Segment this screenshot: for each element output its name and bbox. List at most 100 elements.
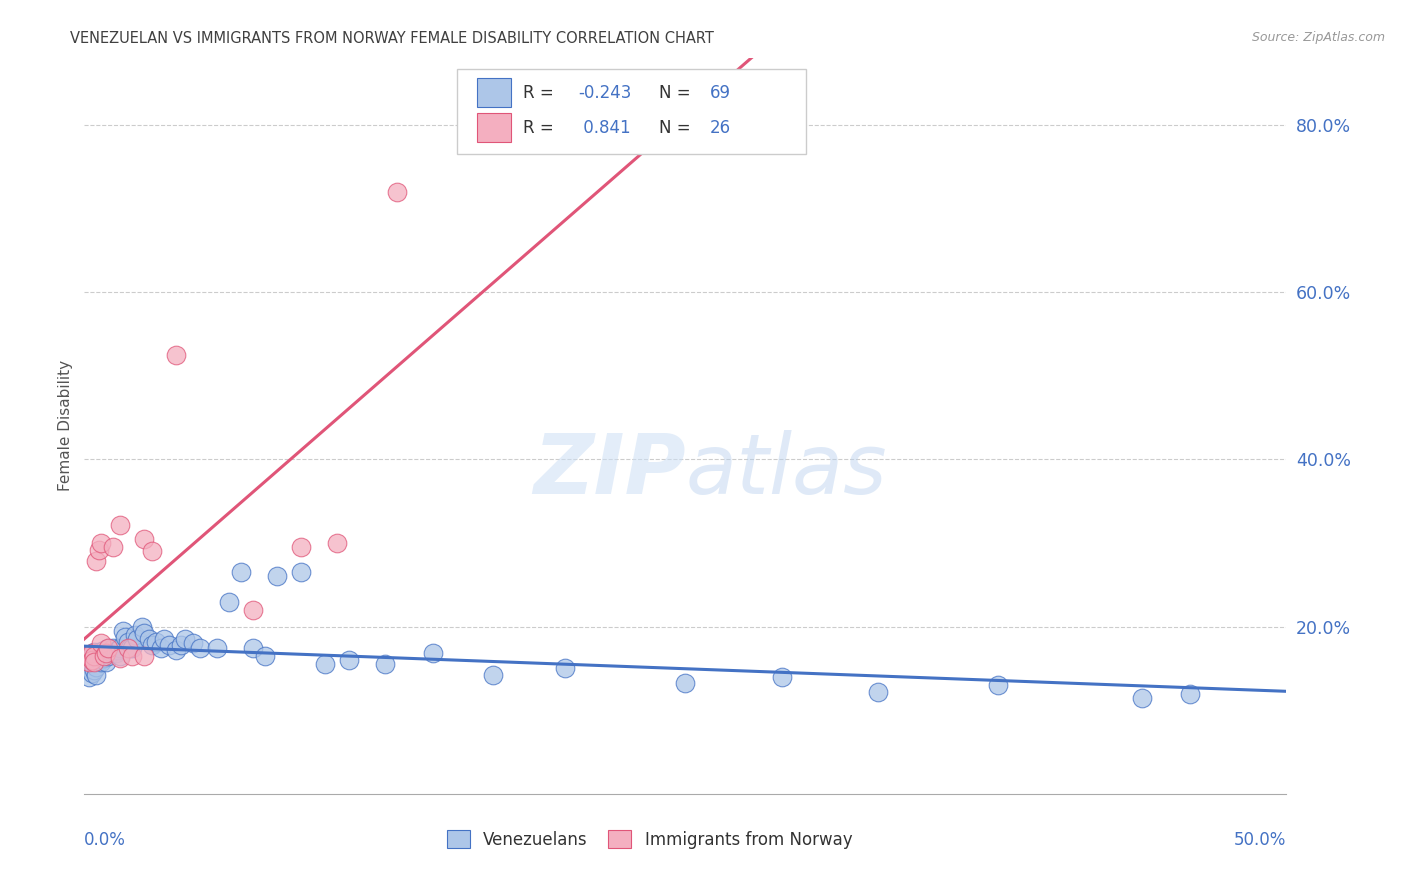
Text: R =: R = <box>523 84 560 102</box>
Point <box>76 648 98 663</box>
Point <box>121 640 143 655</box>
Point <box>337 653 360 667</box>
Point <box>134 626 156 640</box>
Point <box>374 657 396 672</box>
Point <box>77 653 100 667</box>
Point <box>103 640 125 655</box>
Point <box>121 648 143 663</box>
Point <box>150 640 173 655</box>
Point <box>110 517 132 532</box>
Point <box>266 569 288 583</box>
Point <box>86 554 108 568</box>
Point <box>90 655 112 669</box>
Point <box>141 638 163 652</box>
Point <box>157 638 180 652</box>
Point <box>422 646 444 660</box>
Y-axis label: Female Disability: Female Disability <box>58 360 73 491</box>
Point <box>134 532 156 546</box>
Text: ZIP: ZIP <box>533 430 686 510</box>
Point <box>134 648 156 663</box>
Point <box>326 536 349 550</box>
FancyBboxPatch shape <box>478 112 512 142</box>
Point <box>83 645 105 659</box>
Point <box>253 648 276 663</box>
Point <box>110 640 132 655</box>
Point <box>83 655 105 669</box>
Point <box>76 657 98 672</box>
Point <box>86 668 108 682</box>
Point <box>94 646 117 660</box>
Point <box>314 657 336 672</box>
Point <box>117 634 139 648</box>
Point <box>181 636 204 650</box>
Point <box>80 653 103 667</box>
Point <box>80 665 103 680</box>
Point <box>290 566 312 580</box>
Point <box>385 185 408 199</box>
Text: atlas: atlas <box>686 430 887 510</box>
Point <box>145 634 167 648</box>
Text: 0.0%: 0.0% <box>84 830 127 848</box>
Legend: Venezuelans, Immigrants from Norway: Venezuelans, Immigrants from Norway <box>440 823 859 855</box>
Point <box>987 678 1010 692</box>
Point <box>127 632 149 647</box>
Point <box>110 651 132 665</box>
Text: 26: 26 <box>710 120 731 137</box>
Text: VENEZUELAN VS IMMIGRANTS FROM NORWAY FEMALE DISABILITY CORRELATION CHART: VENEZUELAN VS IMMIGRANTS FROM NORWAY FEM… <box>70 31 714 46</box>
Point <box>94 646 117 660</box>
FancyBboxPatch shape <box>457 69 806 153</box>
Point <box>87 653 110 667</box>
Point <box>131 619 153 633</box>
Point <box>482 668 505 682</box>
Point <box>83 655 105 669</box>
Text: -0.243: -0.243 <box>578 84 631 102</box>
Point <box>77 670 100 684</box>
Text: N =: N = <box>659 84 696 102</box>
Point <box>141 544 163 558</box>
Point <box>111 624 134 638</box>
Point <box>188 640 211 655</box>
Point <box>675 676 697 690</box>
Point <box>242 603 264 617</box>
Point <box>114 630 136 644</box>
Point <box>1180 687 1202 701</box>
Point <box>110 648 132 663</box>
Point <box>80 646 103 660</box>
Point <box>83 648 105 663</box>
Point <box>165 348 187 362</box>
Point <box>93 648 115 663</box>
Point <box>138 632 160 647</box>
Point <box>174 632 197 647</box>
Text: R =: R = <box>523 120 560 137</box>
Point <box>100 645 122 659</box>
Text: N =: N = <box>659 120 696 137</box>
Point <box>83 663 105 677</box>
Point <box>77 661 100 675</box>
Text: 69: 69 <box>710 84 731 102</box>
Point <box>93 643 115 657</box>
Point <box>229 566 252 580</box>
Point <box>124 628 146 642</box>
Point <box>97 640 120 655</box>
Point <box>77 655 100 669</box>
Point <box>86 660 108 674</box>
Point <box>94 655 117 669</box>
Point <box>90 536 112 550</box>
Point <box>87 645 110 659</box>
Point <box>117 640 139 655</box>
Point <box>118 640 141 655</box>
Point <box>103 540 125 554</box>
Point <box>218 594 240 608</box>
Point <box>770 670 793 684</box>
Point <box>205 640 228 655</box>
Point <box>554 661 576 675</box>
Point <box>90 646 112 660</box>
Text: Source: ZipAtlas.com: Source: ZipAtlas.com <box>1251 31 1385 45</box>
Point <box>866 685 889 699</box>
Point <box>97 648 120 663</box>
Point <box>76 648 98 663</box>
Text: 50.0%: 50.0% <box>1234 830 1286 848</box>
Point <box>86 651 108 665</box>
Point <box>87 542 110 557</box>
Point <box>290 540 312 554</box>
